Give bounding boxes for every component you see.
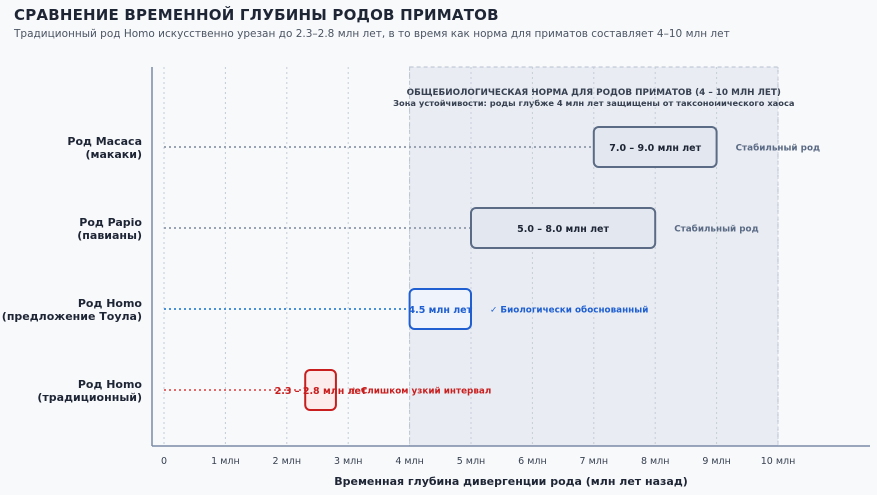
range-bar <box>592 126 718 168</box>
x-tick-label: 4 млн <box>395 456 424 467</box>
category-label: Род Homo <box>78 378 143 391</box>
bar-value-label: 7.0 – 9.0 млн лет <box>609 143 701 154</box>
x-axis-label: Временная глубина дивергенции рода (млн … <box>334 475 688 488</box>
x-tick-label: 3 млн <box>334 456 363 467</box>
x-tick-label: 2 млн <box>273 456 302 467</box>
x-tick-label: 0 <box>161 456 167 467</box>
range-bar <box>304 369 337 411</box>
x-tick-label: 8 млн <box>641 456 670 467</box>
x-tick-label: 1 млн <box>211 456 240 467</box>
x-tick-label: 5 млн <box>457 456 486 467</box>
bar-value-label: 5.0 – 8.0 млн лет <box>517 224 609 235</box>
category-sublabel: (предложение Тоула) <box>2 310 142 323</box>
range-bar <box>408 288 473 330</box>
status-label: ✓ Биологически обоснованный <box>490 305 648 316</box>
status-label: Стабильный род <box>736 143 821 154</box>
chart-title: СРАВНЕНИЕ ВРЕМЕННОЙ ГЛУБИНЫ РОДОВ ПРИМАТ… <box>14 6 499 24</box>
status-label: Стабильный род <box>674 224 759 235</box>
bar-value-label: 4.5 млн лет <box>408 305 472 316</box>
x-tick-label: 6 млн <box>518 456 547 467</box>
category-label: Род Homo <box>78 297 143 310</box>
category-label: Род Macaca <box>67 135 142 148</box>
category-sublabel: (традиционный) <box>37 391 142 404</box>
x-tick-label: 7 млн <box>580 456 609 467</box>
status-label: ⚠ Слишком узкий интервал <box>350 387 491 397</box>
chart-subtitle: Традиционный род Homo искусственно уреза… <box>14 28 730 40</box>
category-sublabel: (павианы) <box>77 229 142 242</box>
x-tick-label: 10 млн <box>761 456 796 467</box>
x-tick-label: 9 млн <box>702 456 731 467</box>
range-bar <box>470 207 657 249</box>
bar-value-label: 2.3 – 2.8 млн лет <box>275 386 367 397</box>
category-label: Род Papio <box>79 216 142 229</box>
category-sublabel: (макаки) <box>85 148 142 161</box>
